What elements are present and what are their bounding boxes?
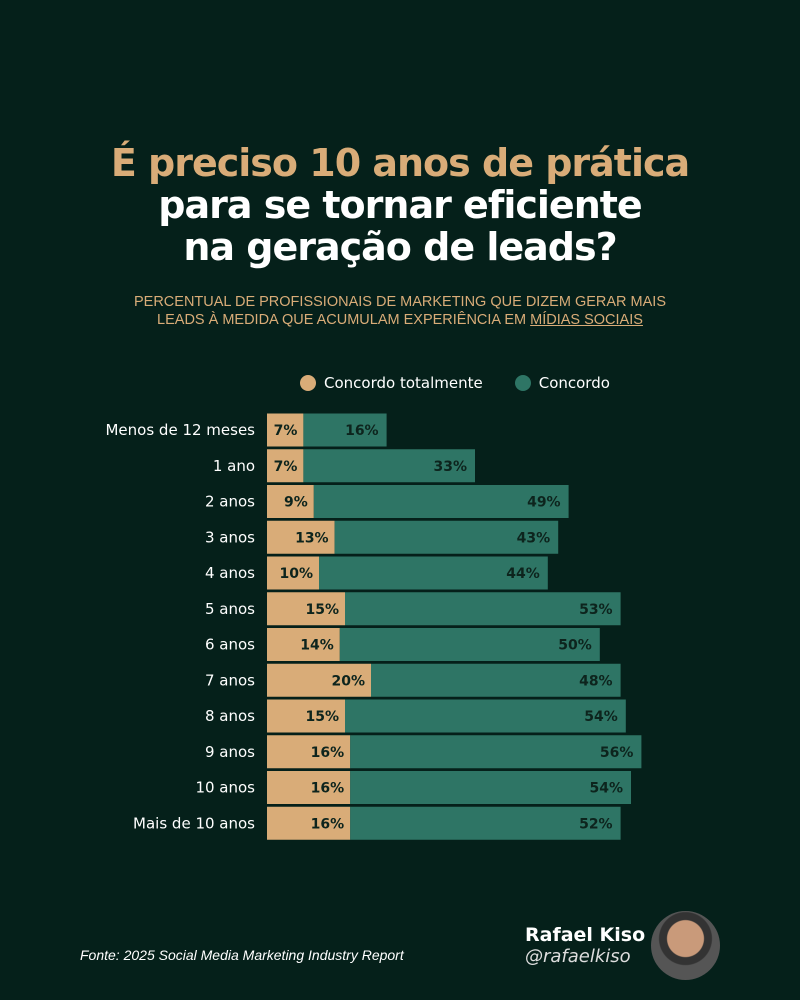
data-label: 13% [295, 530, 329, 546]
data-label: 14% [300, 638, 334, 654]
title-line-3: na geração de leads? [183, 225, 617, 269]
category-label: 9 anos [205, 743, 255, 761]
subtitle-line-1: PERCENTUAL DE PROFISSIONAIS DE MARKETING… [133, 294, 666, 310]
bar-concordo [350, 771, 631, 804]
category-label: 3 anos [205, 528, 255, 546]
bar-concordo [313, 485, 569, 518]
data-label: 20% [331, 673, 365, 689]
data-label: 53% [579, 602, 613, 618]
category-label: Mais de 10 anos [133, 814, 255, 832]
legend-swatch [514, 375, 531, 391]
bar-concordo-totalmente [267, 592, 345, 626]
legend: Concordo totalmente Concordo [300, 374, 610, 392]
data-label: 9% [284, 495, 308, 511]
data-label: 7% [274, 459, 298, 475]
category-label: 6 anos [205, 636, 255, 654]
category-label: 2 anos [205, 493, 255, 511]
bar-concordo [350, 806, 621, 840]
bar-concordo [345, 592, 621, 626]
page-title: É preciso 10 anos de prática para se tor… [0, 142, 800, 268]
legend-item-concordo: Concordo [514, 374, 610, 392]
title-line-1: É preciso 10 anos de prática [110, 141, 690, 185]
bar-concordo [339, 628, 600, 661]
data-label: 16% [345, 423, 379, 439]
data-label: 54% [589, 781, 623, 797]
source-note: Fonte: 2025 Social Media Marketing Indus… [80, 947, 404, 963]
bar-concordo-totalmente [267, 520, 335, 554]
subtitle: PERCENTUAL DE PROFISSIONAIS DE MARKETING… [0, 293, 800, 329]
legend-swatch [300, 375, 316, 391]
legend-label: Concordo [538, 374, 610, 392]
data-label: 44% [506, 566, 540, 582]
subtitle-line-2: LEADS À MEDIDA QUE ACUMULAM EXPERIÊNCIA … [157, 312, 531, 328]
data-label: 43% [517, 530, 551, 546]
category-label: 10 anos [195, 779, 255, 797]
author-name: Rafael Kiso [525, 924, 646, 946]
bar-concordo [345, 699, 626, 733]
author: Rafael Kiso @rafaelkiso [525, 924, 645, 967]
bar-concordo-totalmente [267, 628, 340, 661]
legend-label: Concordo totalmente [324, 374, 483, 392]
subtitle-link: MÍDIAS SOCIAIS [530, 312, 643, 328]
legend-item-concordo-totalmente: Concordo totalmente [300, 374, 483, 392]
bar-concordo-totalmente [267, 449, 304, 483]
bar-concordo [303, 449, 475, 483]
author-handle: @rafaelkiso [525, 946, 631, 967]
category-label: 4 anos [205, 564, 255, 582]
data-label: 7% [274, 423, 298, 439]
category-label: 1 ano [213, 457, 255, 475]
bar-concordo-totalmente [267, 699, 345, 733]
category-label: 7 anos [205, 671, 255, 689]
data-label: 16% [311, 816, 345, 832]
bar-concordo-totalmente [267, 485, 314, 518]
data-label: 52% [579, 816, 613, 832]
bar-concordo [371, 663, 621, 697]
bar-concordo-totalmente [267, 663, 371, 697]
data-label: 54% [584, 709, 618, 725]
bar-concordo-totalmente [267, 735, 351, 769]
bar-concordo [319, 556, 548, 590]
data-label: 16% [311, 781, 345, 797]
data-label: 33% [433, 459, 467, 475]
title-line-2: para se tornar eficiente [158, 183, 642, 227]
category-label: 8 anos [205, 707, 255, 725]
data-label: 15% [305, 602, 339, 618]
bar-concordo [350, 735, 642, 769]
data-label: 10% [279, 566, 313, 582]
bar-concordo-totalmente [267, 771, 351, 804]
data-label: 50% [558, 638, 592, 654]
category-label: Menos de 12 meses [105, 421, 255, 439]
category-label: 5 anos [205, 600, 255, 618]
avatar [651, 911, 720, 980]
bar-concordo-totalmente [267, 556, 319, 590]
data-label: 48% [579, 673, 613, 689]
data-label: 56% [600, 745, 634, 761]
data-label: 16% [311, 745, 345, 761]
data-label: 15% [305, 709, 339, 725]
bar-concordo [303, 413, 387, 447]
data-label: 49% [527, 495, 561, 511]
bar-concordo-totalmente [267, 806, 351, 840]
bar-concordo-totalmente [267, 413, 304, 447]
bar-concordo [334, 520, 559, 554]
